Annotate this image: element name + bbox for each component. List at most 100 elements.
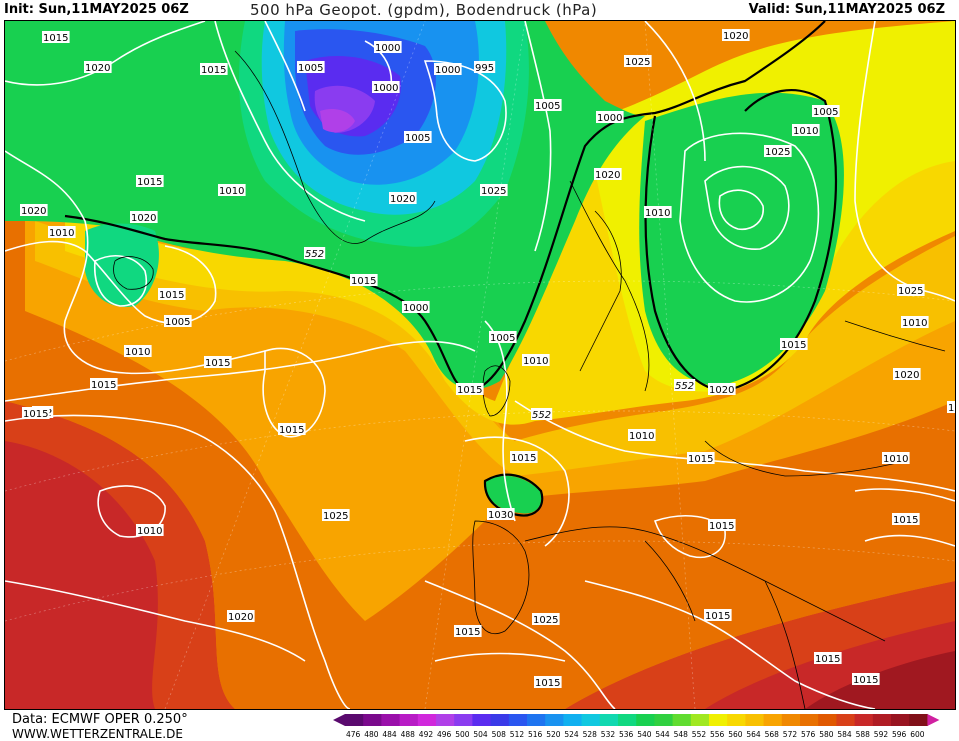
contour-label-bg [90,378,118,390]
contour-label: 1015 [43,33,68,44]
contour-label: 1015 [457,385,482,396]
contour-label-bg [897,284,925,296]
contour-label-bg [522,354,550,366]
contour-label-bg [510,451,538,463]
legend-value-label: 572 [783,730,798,739]
contour-label: 1025 [533,615,558,626]
legend-swatch [854,714,874,726]
contour-label-bg [534,676,562,688]
legend-value-label: 600 [910,730,925,739]
contour-label-bg [200,63,228,75]
legend-value-label: 488 [401,730,416,739]
contour-label-bg [892,513,920,525]
contour-label-bg [124,345,152,357]
legend-swatch [581,714,601,726]
legend-value-label: 544 [655,730,670,739]
contour-label: 1010 [629,431,654,442]
contour-label-bg [812,105,840,117]
legend-value-label: 520 [546,730,561,739]
contour-label: 1015 [279,425,304,436]
coastlines [113,50,946,709]
contour-label-bg [404,131,432,143]
website-credit: WWW.WETTERZENTRALE.DE [12,727,183,741]
legend-swatch [781,714,801,726]
legend-swatch [709,714,728,726]
legend-swatch [599,714,619,726]
isobars [5,21,955,709]
legend-value-label: 548 [674,730,689,739]
legend-value-label: 580 [819,730,834,739]
contour-label-bg [792,124,820,136]
legend-value-label: 500 [455,730,470,739]
contour-label: 1010 [125,347,150,358]
contour-label-bg [454,625,482,637]
legend-value-label: 528 [583,730,598,739]
contour-label-bg [901,316,929,328]
contour-label-bg [708,383,736,395]
contour-label-bg [882,452,910,464]
contour-label-bg [84,61,112,73]
contour-label: 1020 [228,612,253,623]
legend-swatch [727,714,746,726]
contour-label-bg [628,429,656,441]
contour-label-bg [456,383,484,395]
contour-label: 1025 [898,286,923,297]
legend-swatch [763,714,783,726]
legend-swatch [818,714,837,726]
legend-swatch [636,714,655,726]
contour-label-bg [204,356,232,368]
contour-label: 1015 [709,521,734,532]
legend-swatch [399,714,419,726]
legend-swatch [454,714,473,726]
contour-label: 1020 [390,194,415,205]
contour-label-bg [278,423,306,435]
legend-value-label: 512 [510,730,525,739]
contour-label: 1015 [23,409,48,420]
cutoff-low [485,475,542,514]
contour-label-bg [947,401,955,413]
contour-label: 552 [532,410,551,421]
contour-label-bg [487,508,515,520]
contour-label: 552 [305,249,324,260]
legend-value-label: 568 [765,730,780,739]
contour-label: 1015 [91,380,116,391]
contour-label: 1015 [511,453,536,464]
legend-swatch [872,714,892,726]
contour-label-bg [304,247,326,259]
contour-label-bg [780,338,808,350]
contour-label: 1015 [893,515,918,526]
legend-value-label: 496 [437,730,452,739]
legend-swatch [490,714,510,726]
legend-value-label: 584 [837,730,852,739]
contour-label: 1010 [49,228,74,239]
chart-title: 500 hPa Geopot. (gpdm), Bodendruck (hPa) [250,1,598,19]
field-iceland-low [85,223,159,307]
contour-label: 1005 [298,63,323,74]
legend-swatch [800,714,819,726]
contour-label-bg [687,452,715,464]
legend-value-label: 556 [710,730,725,739]
contour-label-bg [674,379,696,391]
contour-label: 1005 [490,333,515,344]
contour-label: 1020 [723,31,748,42]
contour-label: 1015 [705,611,730,622]
contour-label-bg [480,184,508,196]
contour-label-bg [594,168,622,180]
contour-label: 1005 [165,317,190,328]
legend-swatch [345,714,364,726]
contour-label: 1005 [405,133,430,144]
contour-label-bg [814,652,842,664]
field-496 [320,109,355,133]
contour-label: 1010 [219,186,244,197]
contour-label-bg [42,31,70,43]
graticule [5,21,955,709]
init-time: Init: Sun,11MAY2025 06Z [4,2,189,17]
contour-label-bg [893,368,921,380]
legend-swatch [909,714,928,726]
contour-label-bg [136,175,164,187]
legend-value-label: 536 [619,730,634,739]
contour-label: 1010 [883,454,908,465]
contour-label: 1000 [373,83,398,94]
